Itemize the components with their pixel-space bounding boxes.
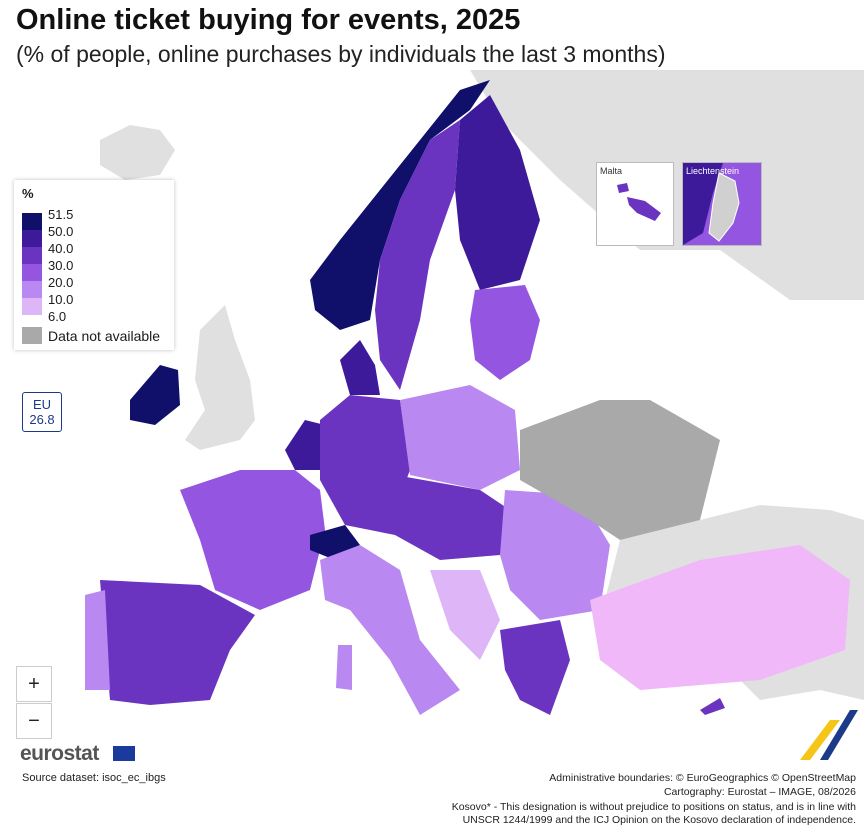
region-cyprus — [700, 698, 725, 715]
legend-threshold-4: 30.0 — [48, 258, 74, 273]
eu-flag-icon — [113, 746, 135, 761]
eu-badge-label: EU — [32, 397, 52, 412]
legend-threshold-7: 6.0 — [48, 309, 67, 324]
inset-liechtenstein: Liechtenstein — [682, 162, 762, 246]
region-balkans — [430, 570, 500, 660]
source-dataset: Source dataset: isoc_ec_ibgs — [22, 772, 166, 784]
region-italy — [320, 545, 460, 715]
legend-swatch-3 — [22, 247, 42, 264]
inset-liechtenstein-label: Liechtenstein — [686, 166, 740, 176]
page-title: Online ticket buying for events, 2025 — [16, 4, 521, 36]
region-greece — [500, 620, 570, 715]
malta-shape — [617, 183, 661, 221]
legend-threshold-2: 50.0 — [48, 224, 74, 239]
eu-average-badge: EU 26.8 — [22, 392, 62, 432]
liechtenstein-shape — [683, 163, 740, 245]
region-ireland — [130, 365, 180, 425]
legend-threshold-3: 40.0 — [48, 241, 74, 256]
legend-swatch-6 — [22, 298, 42, 315]
region-not-available-east — [520, 400, 720, 540]
region-finland — [455, 95, 540, 290]
region-iceland — [100, 125, 175, 180]
kosovo-note: Kosovo* - This designation is without pr… — [356, 801, 856, 827]
legend-swatch-5 — [22, 281, 42, 298]
zoom-out-button[interactable]: − — [16, 703, 52, 739]
eu-badge-value: 26.8 — [29, 412, 55, 427]
region-non-eu-east — [470, 70, 864, 700]
cartography-credit: Cartography: Eurostat – IMAGE, 08/2026 — [663, 786, 856, 798]
region-portugal — [85, 590, 110, 690]
region-sweden — [375, 120, 460, 390]
region-turkey — [590, 545, 850, 690]
corner-brand-icon — [800, 710, 858, 760]
region-norway — [310, 80, 490, 330]
region-uk — [185, 305, 255, 450]
legend: % 51.5 50.0 40.0 30.0 20.0 10.0 6.0 Data… — [14, 180, 174, 350]
legend-swatch-2 — [22, 230, 42, 247]
zoom-in-button[interactable]: + — [16, 666, 52, 702]
legend-threshold-1: 51.5 — [48, 207, 74, 222]
region-romania-bulgaria — [500, 490, 610, 620]
inset-malta-label: Malta — [600, 166, 623, 176]
region-spain — [100, 580, 255, 705]
legend-swatch-not-available — [22, 327, 42, 344]
region-baltics — [470, 285, 540, 380]
region-poland — [400, 385, 520, 490]
legend-swatch-4 — [22, 264, 42, 281]
region-france — [180, 470, 325, 610]
inset-malta: Malta — [596, 162, 674, 246]
region-benelux — [285, 420, 325, 470]
region-sardinia — [336, 645, 352, 690]
eurostat-logo: eurostat — [20, 742, 99, 765]
kosovo-note-line1: Kosovo* - This designation is without pr… — [451, 801, 856, 813]
credits: Administrative boundaries: © EuroGeograp… — [456, 771, 856, 799]
legend-swatch-1 — [22, 213, 42, 230]
kosovo-note-line2: UNSCR 1244/1999 and the ICJ Opinion on t… — [462, 814, 856, 826]
region-central — [345, 475, 510, 560]
page-subtitle: (% of people, online purchases by indivi… — [16, 41, 666, 67]
legend-threshold-6: 10.0 — [48, 292, 74, 307]
legend-threshold-5: 20.0 — [48, 275, 74, 290]
legend-not-available-label: Data not available — [48, 328, 161, 344]
legend-unit: % — [22, 186, 34, 201]
boundaries-credit: Administrative boundaries: © EuroGeograp… — [549, 772, 856, 784]
region-denmark — [340, 340, 380, 395]
